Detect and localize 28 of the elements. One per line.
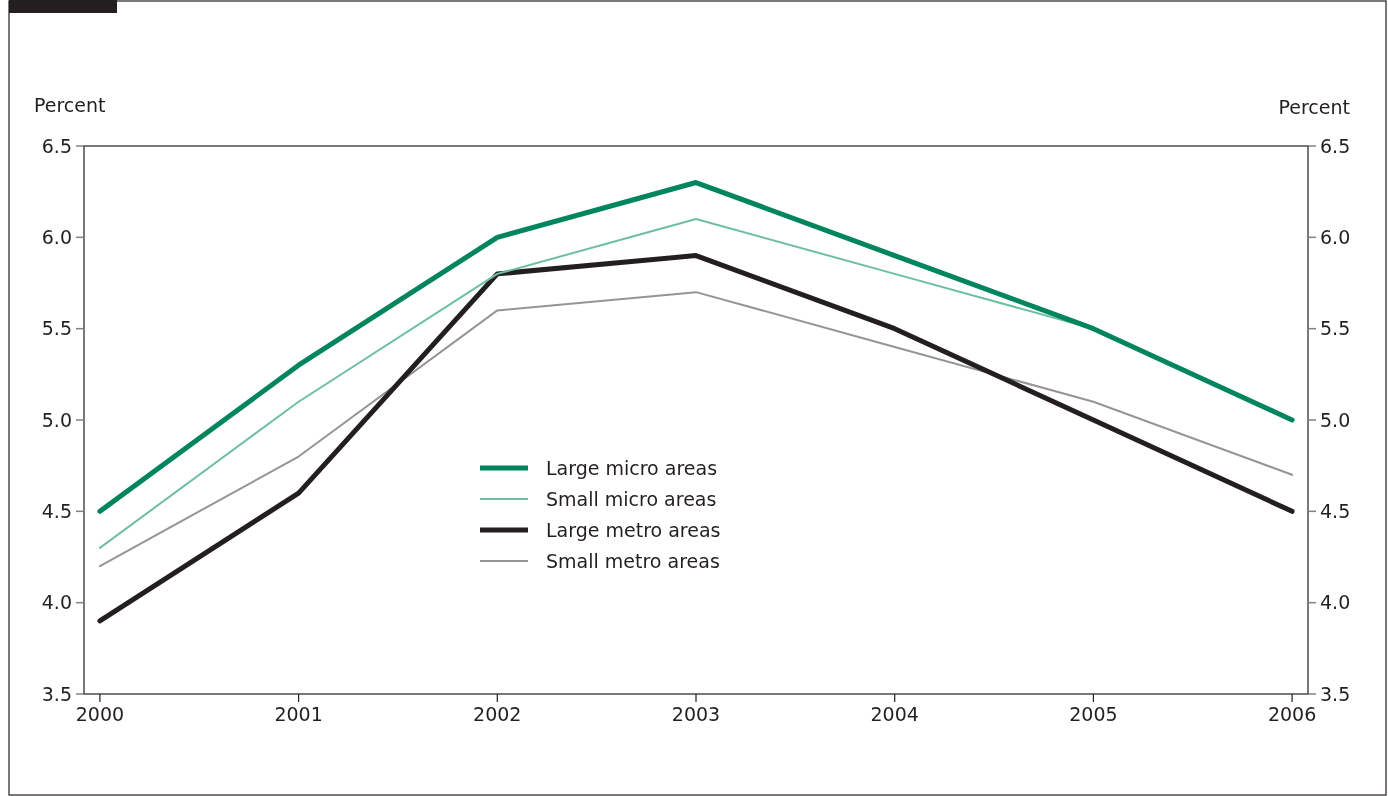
y-tick-label: 3.5: [41, 682, 72, 705]
y2-tick-label: 4.0: [1320, 591, 1351, 614]
y2-tick-label: 6.5: [1320, 134, 1351, 157]
y2-tick-label: 5.5: [1320, 317, 1351, 340]
y2-tick-label: 4.5: [1320, 499, 1351, 522]
x-tick-label: 2005: [1069, 703, 1118, 725]
legend-label: Large metro areas: [546, 518, 721, 541]
x-tick-label: 2004: [870, 703, 919, 725]
x-tick-label: 2001: [274, 703, 323, 725]
y-tick-label: 6.0: [41, 225, 72, 248]
y2-tick-label: 3.5: [1320, 682, 1351, 705]
y-axis-title: Percent: [34, 94, 106, 116]
y-tick-label: 5.5: [41, 317, 72, 340]
x-tick-label: 2000: [75, 703, 125, 725]
y-tick-label: 6.5: [41, 134, 72, 157]
x-tick-label: 2006: [1267, 703, 1317, 725]
line-series: [98, 291, 1294, 568]
y2-axis-title: Percent: [1278, 96, 1350, 118]
y-tick-label: 4.5: [41, 499, 72, 522]
y-tick-label: 4.0: [41, 591, 72, 614]
y-tick-label: 5.0: [41, 408, 72, 431]
y2-tick-label: 5.0: [1320, 408, 1351, 431]
x-tick-label: 2002: [473, 703, 522, 725]
legend-label: Small micro areas: [546, 487, 717, 510]
y2-tick-label: 6.0: [1320, 225, 1351, 248]
legend-label: Large micro areas: [546, 456, 718, 479]
legend-label: Small metro areas: [546, 549, 720, 572]
x-tick-label: 2003: [671, 703, 721, 725]
